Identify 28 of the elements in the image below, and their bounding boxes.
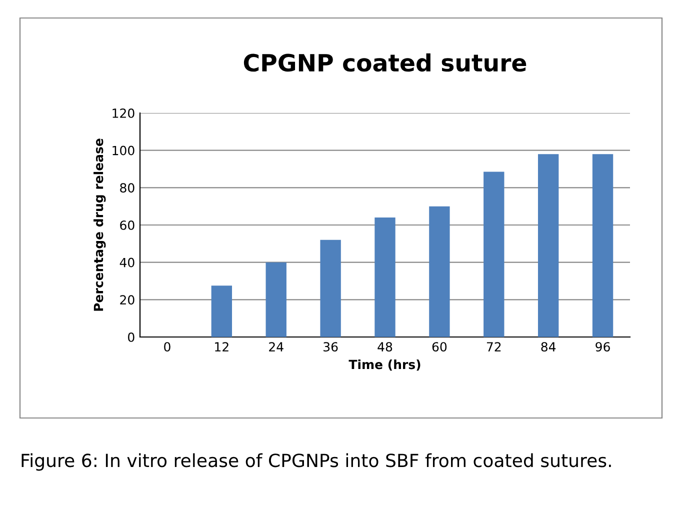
x-tick-label: 12 (215, 342, 228, 352)
y-tick-label: 100 (112, 146, 134, 156)
y-tick-label: 80 (120, 183, 134, 193)
bar (266, 262, 286, 337)
bar (538, 154, 559, 337)
x-axis-title: Time (hrs) (348, 360, 420, 371)
x-tick-label: 60 (432, 342, 447, 352)
y-tick-label: 40 (120, 258, 134, 268)
x-tick-label: 72 (486, 342, 501, 352)
y-tick-label: 0 (128, 332, 134, 342)
x-tick-label: 84 (541, 342, 556, 352)
chart-title: CPGNP coated suture (244, 53, 526, 72)
y-tick-label: 20 (120, 295, 134, 305)
y-tick-label: 120 (112, 108, 134, 118)
bar (484, 172, 504, 337)
x-tick-label: 36 (324, 342, 338, 352)
caption: Figure 6: In vitro release of CPGNPs into SBF from coated sutures. (22, 453, 611, 471)
x-tick-label: 0 (164, 342, 170, 352)
bar (320, 240, 341, 337)
y-axis-title: Percentage drug release (94, 138, 106, 311)
bar (429, 206, 450, 337)
x-tick-label: 24 (269, 342, 284, 352)
x-tick-label: 96 (596, 342, 610, 352)
bar (211, 286, 232, 337)
bar (374, 218, 396, 337)
bar (592, 154, 614, 337)
y-tick-label: 60 (120, 220, 134, 230)
x-tick-label: 48 (378, 342, 392, 352)
